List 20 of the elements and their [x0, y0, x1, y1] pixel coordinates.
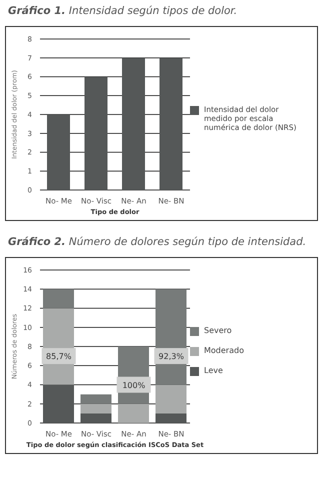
bar	[156, 384, 186, 414]
bar	[43, 289, 74, 308]
bar	[80, 413, 112, 423]
legend-label: Moderado	[204, 346, 245, 354]
legend-label: Leve	[204, 366, 224, 374]
bar	[80, 404, 112, 414]
bar	[122, 58, 145, 190]
annotation: 85,7%	[46, 352, 72, 362]
bar	[156, 413, 186, 423]
annotation: 92,3%	[158, 352, 184, 362]
bar	[80, 394, 112, 404]
annotation: 100%	[122, 380, 146, 390]
bar	[160, 58, 182, 190]
bar	[118, 404, 149, 423]
legend-label: Severo	[204, 326, 233, 334]
bar	[43, 384, 74, 423]
bar	[84, 76, 108, 190]
bar	[47, 114, 70, 190]
chart-title: Gráfico 1. Intensidad según tipos de dolor.	[7, 4, 238, 19]
chart-title: Gráfico 2. Número de dolores según tipo de intensidad.	[7, 235, 308, 250]
